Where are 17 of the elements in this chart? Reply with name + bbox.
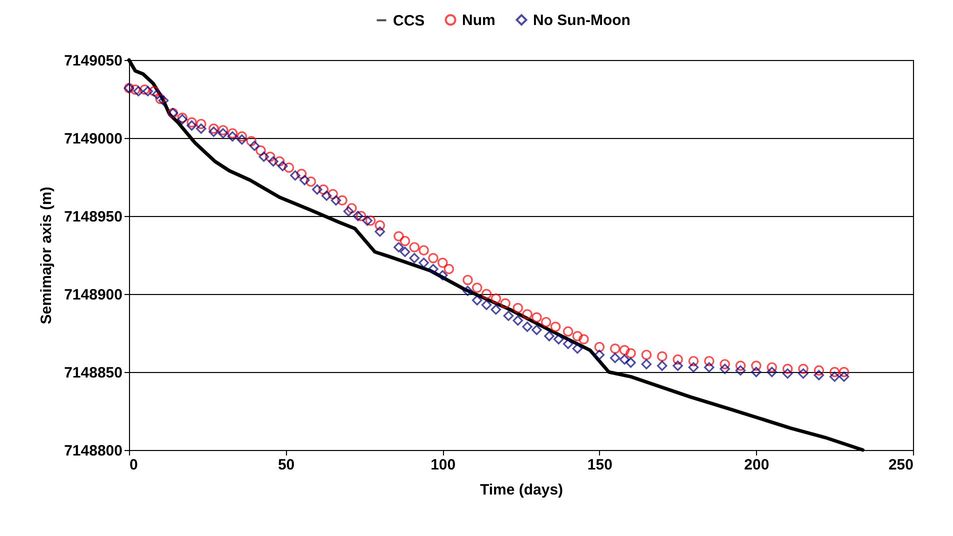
legend-label: Num <box>462 12 496 29</box>
y-tick-label: 7149000 <box>64 130 122 148</box>
x-tick-label: 150 <box>587 456 612 474</box>
y-tick-label: 7148950 <box>64 208 122 226</box>
y-tick-label: 7148900 <box>64 286 122 304</box>
y-tick-label: 7148850 <box>64 364 122 382</box>
x-tick-label: 50 <box>278 456 295 474</box>
x-tick-label: 0 <box>130 456 138 474</box>
legend-label: No Sun-Moon <box>533 12 630 29</box>
x-tick-label: 100 <box>430 456 456 474</box>
x-tick-label: 200 <box>744 456 770 474</box>
legend-label: CCS <box>393 12 425 30</box>
y-tick-label: 7148800 <box>64 442 122 460</box>
y-tick-label: 7149050 <box>64 52 122 70</box>
y-axis-title: Semimajor axis (m) <box>38 186 56 324</box>
x-tick-label: 250 <box>888 456 914 474</box>
x-axis-title: Time (days) <box>480 482 564 498</box>
